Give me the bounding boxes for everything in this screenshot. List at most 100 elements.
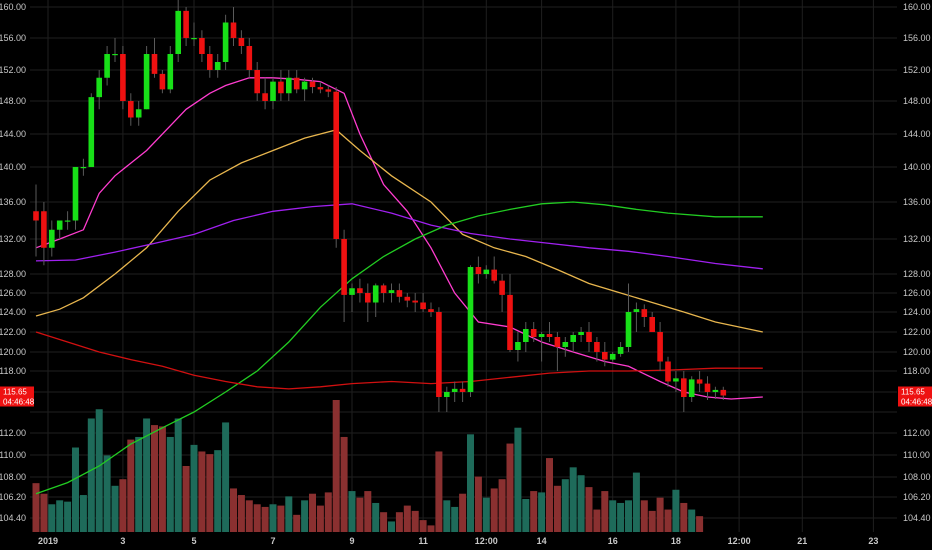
volume-bar bbox=[253, 504, 261, 532]
candle-body bbox=[491, 269, 497, 281]
volume-bar bbox=[403, 505, 411, 532]
candle-body bbox=[317, 87, 324, 90]
volume-bar bbox=[111, 485, 119, 532]
candle-body bbox=[673, 378, 679, 382]
volume-bar bbox=[230, 488, 237, 532]
volume-bar bbox=[324, 492, 332, 532]
candle-body bbox=[135, 109, 142, 118]
price-tick-label-left: 108.00 bbox=[0, 472, 26, 482]
candle-body bbox=[341, 239, 347, 295]
volume-bar bbox=[95, 409, 103, 532]
candle-body bbox=[475, 267, 482, 274]
candle-body bbox=[696, 379, 703, 384]
candle-body bbox=[499, 280, 505, 295]
candle-body bbox=[128, 101, 134, 118]
candle-body bbox=[56, 220, 63, 230]
time-axis-label: 11 bbox=[418, 536, 428, 546]
time-axis-label: 14 bbox=[537, 536, 547, 546]
candle-body bbox=[238, 38, 245, 46]
candle-body bbox=[159, 73, 166, 90]
candle-body bbox=[681, 378, 687, 397]
candle-body bbox=[278, 81, 284, 94]
volume-bar bbox=[316, 505, 324, 532]
time-axis[interactable]: 2019 3 5 7 9 11 12:00 14 16 18 12:00 21 23 bbox=[38, 536, 878, 546]
moving-average-line bbox=[35, 77, 763, 400]
price-tick-label-left: 122.00 bbox=[0, 327, 26, 337]
price-tick-label-left: 112.00 bbox=[0, 428, 26, 438]
moving-average-line bbox=[35, 201, 763, 495]
price-tick-label-left: 160.00 bbox=[0, 2, 26, 12]
candle-body bbox=[41, 211, 47, 248]
candle-body bbox=[365, 293, 371, 303]
candle-body bbox=[72, 167, 79, 221]
candle-body bbox=[230, 22, 237, 38]
price-tick-label-left: 144.00 bbox=[0, 129, 26, 139]
volume-bar bbox=[688, 509, 696, 532]
price-axis-left[interactable]: 104.40 106.20 108.00 110.00 112.00 118.00 120.… bbox=[0, 2, 26, 523]
volume-bar bbox=[151, 425, 158, 532]
candle-body bbox=[554, 337, 561, 347]
volume-bar bbox=[356, 497, 364, 532]
candle-body bbox=[530, 329, 537, 337]
volume-bar bbox=[435, 451, 443, 532]
price-tick-label-left: 104.40 bbox=[0, 513, 26, 523]
volume-bar bbox=[593, 509, 601, 532]
time-axis-label: 21 bbox=[797, 536, 807, 546]
candle-body bbox=[688, 379, 695, 397]
volume-bar bbox=[237, 495, 245, 532]
candle-body bbox=[459, 388, 466, 392]
volume-bar bbox=[640, 500, 648, 532]
volume-bar bbox=[609, 500, 617, 532]
volume-bar bbox=[364, 491, 372, 532]
volume-bar bbox=[214, 450, 222, 532]
price-tick-label-left: 136.00 bbox=[0, 197, 26, 207]
candle-body bbox=[451, 388, 458, 392]
time-axis-label: 16 bbox=[608, 536, 618, 546]
candle-body bbox=[143, 54, 150, 110]
volume-bar bbox=[577, 475, 585, 532]
candle-body bbox=[286, 77, 292, 94]
candle-body bbox=[49, 229, 55, 248]
volume-bar bbox=[632, 472, 640, 532]
candle-body bbox=[617, 347, 624, 354]
time-axis-label: 9 bbox=[349, 536, 354, 546]
volume-bar bbox=[48, 504, 56, 532]
volume-bar bbox=[585, 487, 593, 532]
candle-body bbox=[538, 334, 545, 337]
countdown-label: 04:46:48 bbox=[3, 398, 35, 407]
volume-bar bbox=[546, 458, 553, 532]
volume-bar bbox=[245, 500, 253, 532]
volume-bar bbox=[522, 499, 530, 532]
volume-bar bbox=[269, 504, 277, 532]
volume-bar bbox=[332, 400, 340, 532]
price-tick-label-right: 120.00 bbox=[903, 347, 931, 357]
candle-body bbox=[609, 353, 616, 360]
candle-body bbox=[64, 220, 71, 222]
price-tick-label-right: 110.00 bbox=[903, 450, 930, 460]
candle-body bbox=[96, 77, 102, 98]
candle-body bbox=[404, 296, 411, 301]
volume-bar bbox=[482, 497, 490, 532]
candlesticks bbox=[33, 0, 727, 412]
candle-body bbox=[207, 54, 213, 70]
time-axis-label: 3 bbox=[120, 536, 125, 546]
price-axis-right[interactable]: 104.40 106.20 108.00 110.00 112.00 118.00 120.… bbox=[903, 2, 931, 523]
time-axis-label: 2019 bbox=[38, 536, 58, 546]
candle-body bbox=[483, 269, 490, 274]
volume-bar bbox=[340, 436, 348, 532]
volume-bar bbox=[601, 491, 609, 532]
candle-body bbox=[665, 361, 671, 382]
candle-body bbox=[436, 312, 442, 397]
volume-bar bbox=[656, 497, 664, 532]
candle-body bbox=[199, 38, 205, 54]
candle-body bbox=[333, 91, 339, 239]
candle-body bbox=[167, 54, 174, 90]
price-tag-box bbox=[0, 386, 34, 407]
candle-body bbox=[183, 10, 189, 38]
candle-body bbox=[586, 332, 592, 342]
volume-bar bbox=[285, 496, 293, 532]
volume-bar bbox=[427, 525, 435, 532]
price-tick-label-right: 126.00 bbox=[903, 288, 931, 298]
candle-body bbox=[380, 285, 387, 293]
